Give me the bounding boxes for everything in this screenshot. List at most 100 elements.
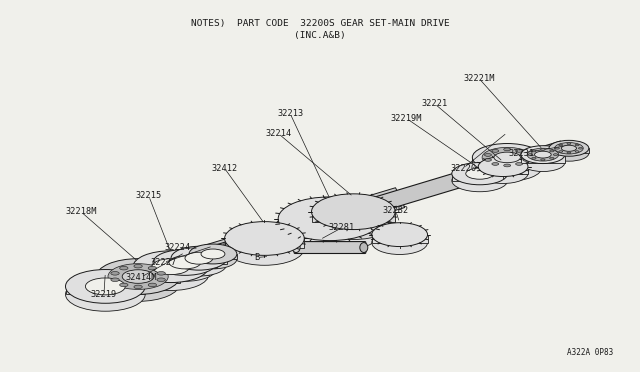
Text: 32221: 32221 (421, 99, 447, 108)
Ellipse shape (148, 266, 157, 270)
Ellipse shape (521, 146, 564, 164)
Ellipse shape (133, 251, 209, 283)
Text: 32214: 32214 (265, 129, 291, 138)
Ellipse shape (201, 249, 225, 259)
Ellipse shape (541, 148, 545, 150)
Ellipse shape (559, 144, 563, 146)
Ellipse shape (550, 157, 554, 159)
Text: 32224: 32224 (164, 243, 191, 252)
Ellipse shape (554, 154, 558, 155)
Ellipse shape (312, 204, 395, 240)
Ellipse shape (189, 249, 237, 269)
Ellipse shape (185, 252, 213, 264)
Ellipse shape (472, 153, 542, 181)
Ellipse shape (134, 285, 142, 289)
Polygon shape (189, 254, 237, 259)
Ellipse shape (96, 259, 180, 294)
Polygon shape (478, 167, 528, 174)
Polygon shape (133, 267, 209, 275)
Polygon shape (65, 286, 145, 294)
Polygon shape (521, 155, 564, 163)
Ellipse shape (575, 151, 579, 153)
Ellipse shape (278, 209, 381, 253)
Ellipse shape (372, 223, 428, 247)
Polygon shape (452, 174, 508, 180)
Ellipse shape (528, 154, 532, 155)
Ellipse shape (108, 264, 168, 289)
Polygon shape (372, 235, 428, 243)
Polygon shape (549, 148, 589, 153)
Ellipse shape (482, 147, 532, 167)
Ellipse shape (452, 170, 508, 192)
Ellipse shape (567, 143, 571, 144)
Ellipse shape (278, 197, 381, 241)
Ellipse shape (504, 164, 511, 167)
Ellipse shape (452, 163, 508, 185)
Ellipse shape (225, 222, 304, 255)
Ellipse shape (65, 270, 145, 303)
Ellipse shape (466, 168, 493, 179)
Ellipse shape (120, 266, 128, 270)
Ellipse shape (169, 256, 201, 269)
Ellipse shape (189, 244, 237, 264)
Text: 32221M: 32221M (463, 74, 495, 83)
Ellipse shape (478, 164, 528, 183)
Text: 32219M: 32219M (391, 114, 422, 123)
FancyBboxPatch shape (294, 241, 366, 253)
Ellipse shape (492, 150, 499, 152)
Ellipse shape (561, 145, 577, 151)
Ellipse shape (292, 243, 300, 253)
Ellipse shape (85, 278, 125, 295)
Polygon shape (153, 262, 217, 269)
Polygon shape (278, 219, 381, 231)
Ellipse shape (534, 151, 551, 158)
Text: 32220: 32220 (451, 164, 477, 173)
Polygon shape (96, 276, 180, 283)
Ellipse shape (567, 152, 571, 154)
Text: 32282: 32282 (383, 206, 409, 215)
Ellipse shape (484, 158, 492, 161)
Ellipse shape (157, 272, 165, 275)
Ellipse shape (312, 194, 395, 230)
Ellipse shape (225, 231, 304, 265)
Text: (INC.A&B): (INC.A&B) (294, 31, 346, 40)
Ellipse shape (523, 154, 530, 156)
Ellipse shape (171, 246, 227, 270)
Ellipse shape (555, 142, 583, 154)
Text: 32231: 32231 (508, 149, 534, 158)
Ellipse shape (96, 266, 180, 301)
Ellipse shape (133, 259, 209, 291)
Text: 32215: 32215 (136, 192, 162, 201)
Ellipse shape (541, 159, 545, 161)
Ellipse shape (504, 148, 511, 151)
Ellipse shape (494, 152, 520, 163)
Ellipse shape (559, 151, 563, 153)
Ellipse shape (532, 157, 536, 159)
Ellipse shape (516, 150, 522, 152)
Ellipse shape (153, 256, 217, 281)
Polygon shape (312, 212, 395, 222)
Ellipse shape (516, 163, 522, 165)
Ellipse shape (478, 157, 528, 177)
Text: 32218M: 32218M (65, 207, 97, 216)
Text: 32412: 32412 (211, 164, 237, 173)
Polygon shape (472, 157, 542, 167)
Text: 32219: 32219 (91, 290, 117, 299)
Ellipse shape (111, 272, 119, 275)
Polygon shape (225, 238, 304, 248)
Ellipse shape (575, 144, 579, 146)
Text: 32227: 32227 (150, 258, 177, 267)
Ellipse shape (527, 148, 559, 161)
Ellipse shape (171, 252, 227, 276)
Ellipse shape (65, 278, 145, 311)
Ellipse shape (157, 278, 165, 282)
Ellipse shape (134, 264, 142, 268)
Ellipse shape (120, 283, 128, 287)
Text: A322A 0P83: A322A 0P83 (568, 348, 614, 357)
Ellipse shape (148, 283, 157, 287)
Text: 32414M: 32414M (125, 273, 157, 282)
Ellipse shape (532, 150, 536, 152)
Ellipse shape (153, 250, 217, 275)
Text: 32281: 32281 (329, 223, 355, 232)
Polygon shape (157, 188, 404, 279)
